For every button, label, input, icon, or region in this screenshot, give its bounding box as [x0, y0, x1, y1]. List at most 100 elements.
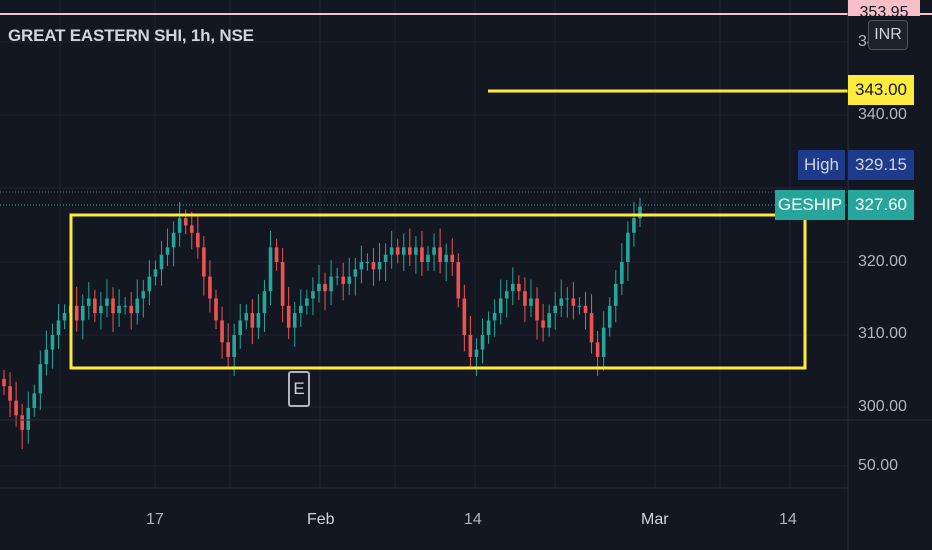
range-rectangle[interactable] [69, 213, 807, 370]
candle-body [202, 247, 206, 277]
candle-body [299, 305, 303, 314]
candle-body [389, 247, 394, 255]
price-tick-320: 320.00 [858, 253, 907, 270]
candle-body [165, 247, 170, 255]
candle-body [268, 247, 273, 292]
candle-body [226, 342, 230, 357]
candle-body [420, 247, 424, 262]
candle-body [2, 378, 6, 387]
candle-body [280, 262, 285, 306]
candle-body [377, 262, 382, 270]
candle-body [323, 283, 327, 292]
candle-body [183, 218, 188, 226]
price-tick-300: 300.00 [858, 398, 907, 415]
candle-body [8, 386, 12, 401]
candles-layer [2, 197, 642, 449]
candle-body [365, 262, 370, 263]
candle-body [87, 298, 91, 306]
candle-body [117, 305, 121, 314]
candle-body [305, 298, 309, 306]
candle-body [595, 342, 600, 357]
candle-body [480, 335, 485, 350]
high-label-tag: High [798, 150, 845, 180]
candle-body [62, 313, 67, 321]
price-tick-50: 50.00 [858, 457, 899, 474]
candle-body [244, 313, 249, 321]
candle-body [504, 291, 509, 299]
drawing-price-tag[interactable]: 343.00 [848, 75, 914, 105]
time-label-feb: Feb [307, 511, 335, 528]
candle-body [632, 218, 636, 233]
candle-body [171, 232, 176, 248]
candle-body [44, 349, 49, 365]
candle-body [583, 305, 588, 314]
symbol-title[interactable]: GREAT EASTERN SHI, 1h, NSE [8, 26, 254, 45]
candle-body [438, 247, 442, 262]
drawing-price-value: 343.00 [855, 80, 907, 99]
candle-body [547, 313, 551, 328]
candle-body [353, 269, 358, 277]
candle-body [589, 313, 594, 343]
candle-body [123, 305, 127, 307]
candle-body [238, 320, 243, 335]
candle-body [50, 335, 55, 350]
high-value-tag: 329.15 [848, 150, 914, 180]
candle-body [159, 254, 164, 270]
candle-body [444, 254, 448, 262]
candle-body [613, 283, 618, 306]
candle-body [317, 283, 321, 292]
candle-body [262, 291, 267, 314]
candle-body [232, 335, 236, 357]
candle-body [256, 313, 261, 328]
candle-body [189, 225, 194, 233]
candle-body [292, 313, 297, 328]
candle-body [395, 247, 400, 255]
candle-body [565, 298, 570, 300]
candle-body [220, 320, 224, 343]
candle-body [153, 269, 158, 277]
candle-body [517, 283, 521, 292]
candle-body [638, 206, 642, 219]
time-label-mar: Mar [641, 511, 669, 528]
candle-body [347, 276, 352, 284]
candle-body [32, 393, 37, 408]
currency-button[interactable]: INR [868, 20, 908, 50]
candle-body [559, 298, 564, 306]
candle-body [20, 415, 24, 430]
candle-body [414, 247, 418, 255]
time-label-14-feb: 14 [464, 511, 482, 528]
candle-body [274, 247, 279, 262]
candle-body [492, 313, 497, 321]
candle-body [577, 305, 582, 307]
candle-body [329, 276, 333, 292]
symbol-label: GESHIP [777, 195, 843, 214]
candle-body [553, 305, 557, 314]
candle-body [80, 305, 85, 321]
price-tick-310: 310.00 [858, 325, 907, 342]
candle-body [56, 320, 61, 335]
last-price-tag: 327.60 [848, 190, 914, 220]
candle-body [607, 305, 612, 328]
candle-body [498, 298, 503, 314]
candle-body [359, 262, 364, 270]
candle-body [462, 298, 467, 335]
earnings-event-marker[interactable]: E [288, 371, 310, 407]
candle-body [196, 232, 200, 248]
candle-body [38, 364, 43, 394]
price-tick-340: 340.00 [858, 106, 907, 123]
candle-body [474, 349, 479, 357]
candle-body [26, 408, 31, 430]
candle-body [93, 298, 97, 314]
time-label-14-mar: 14 [779, 511, 797, 528]
alert-price-value: 353.95 [859, 4, 909, 16]
candle-body [129, 305, 133, 314]
last-price-value: 327.60 [855, 195, 907, 214]
candle-body [486, 320, 491, 335]
alert-price-tag[interactable]: 353.95 [848, 0, 920, 16]
candle-body [383, 254, 388, 262]
candle-body [341, 276, 345, 284]
candle-body [432, 247, 436, 255]
candle-body [371, 262, 376, 270]
candle-body [571, 298, 576, 306]
